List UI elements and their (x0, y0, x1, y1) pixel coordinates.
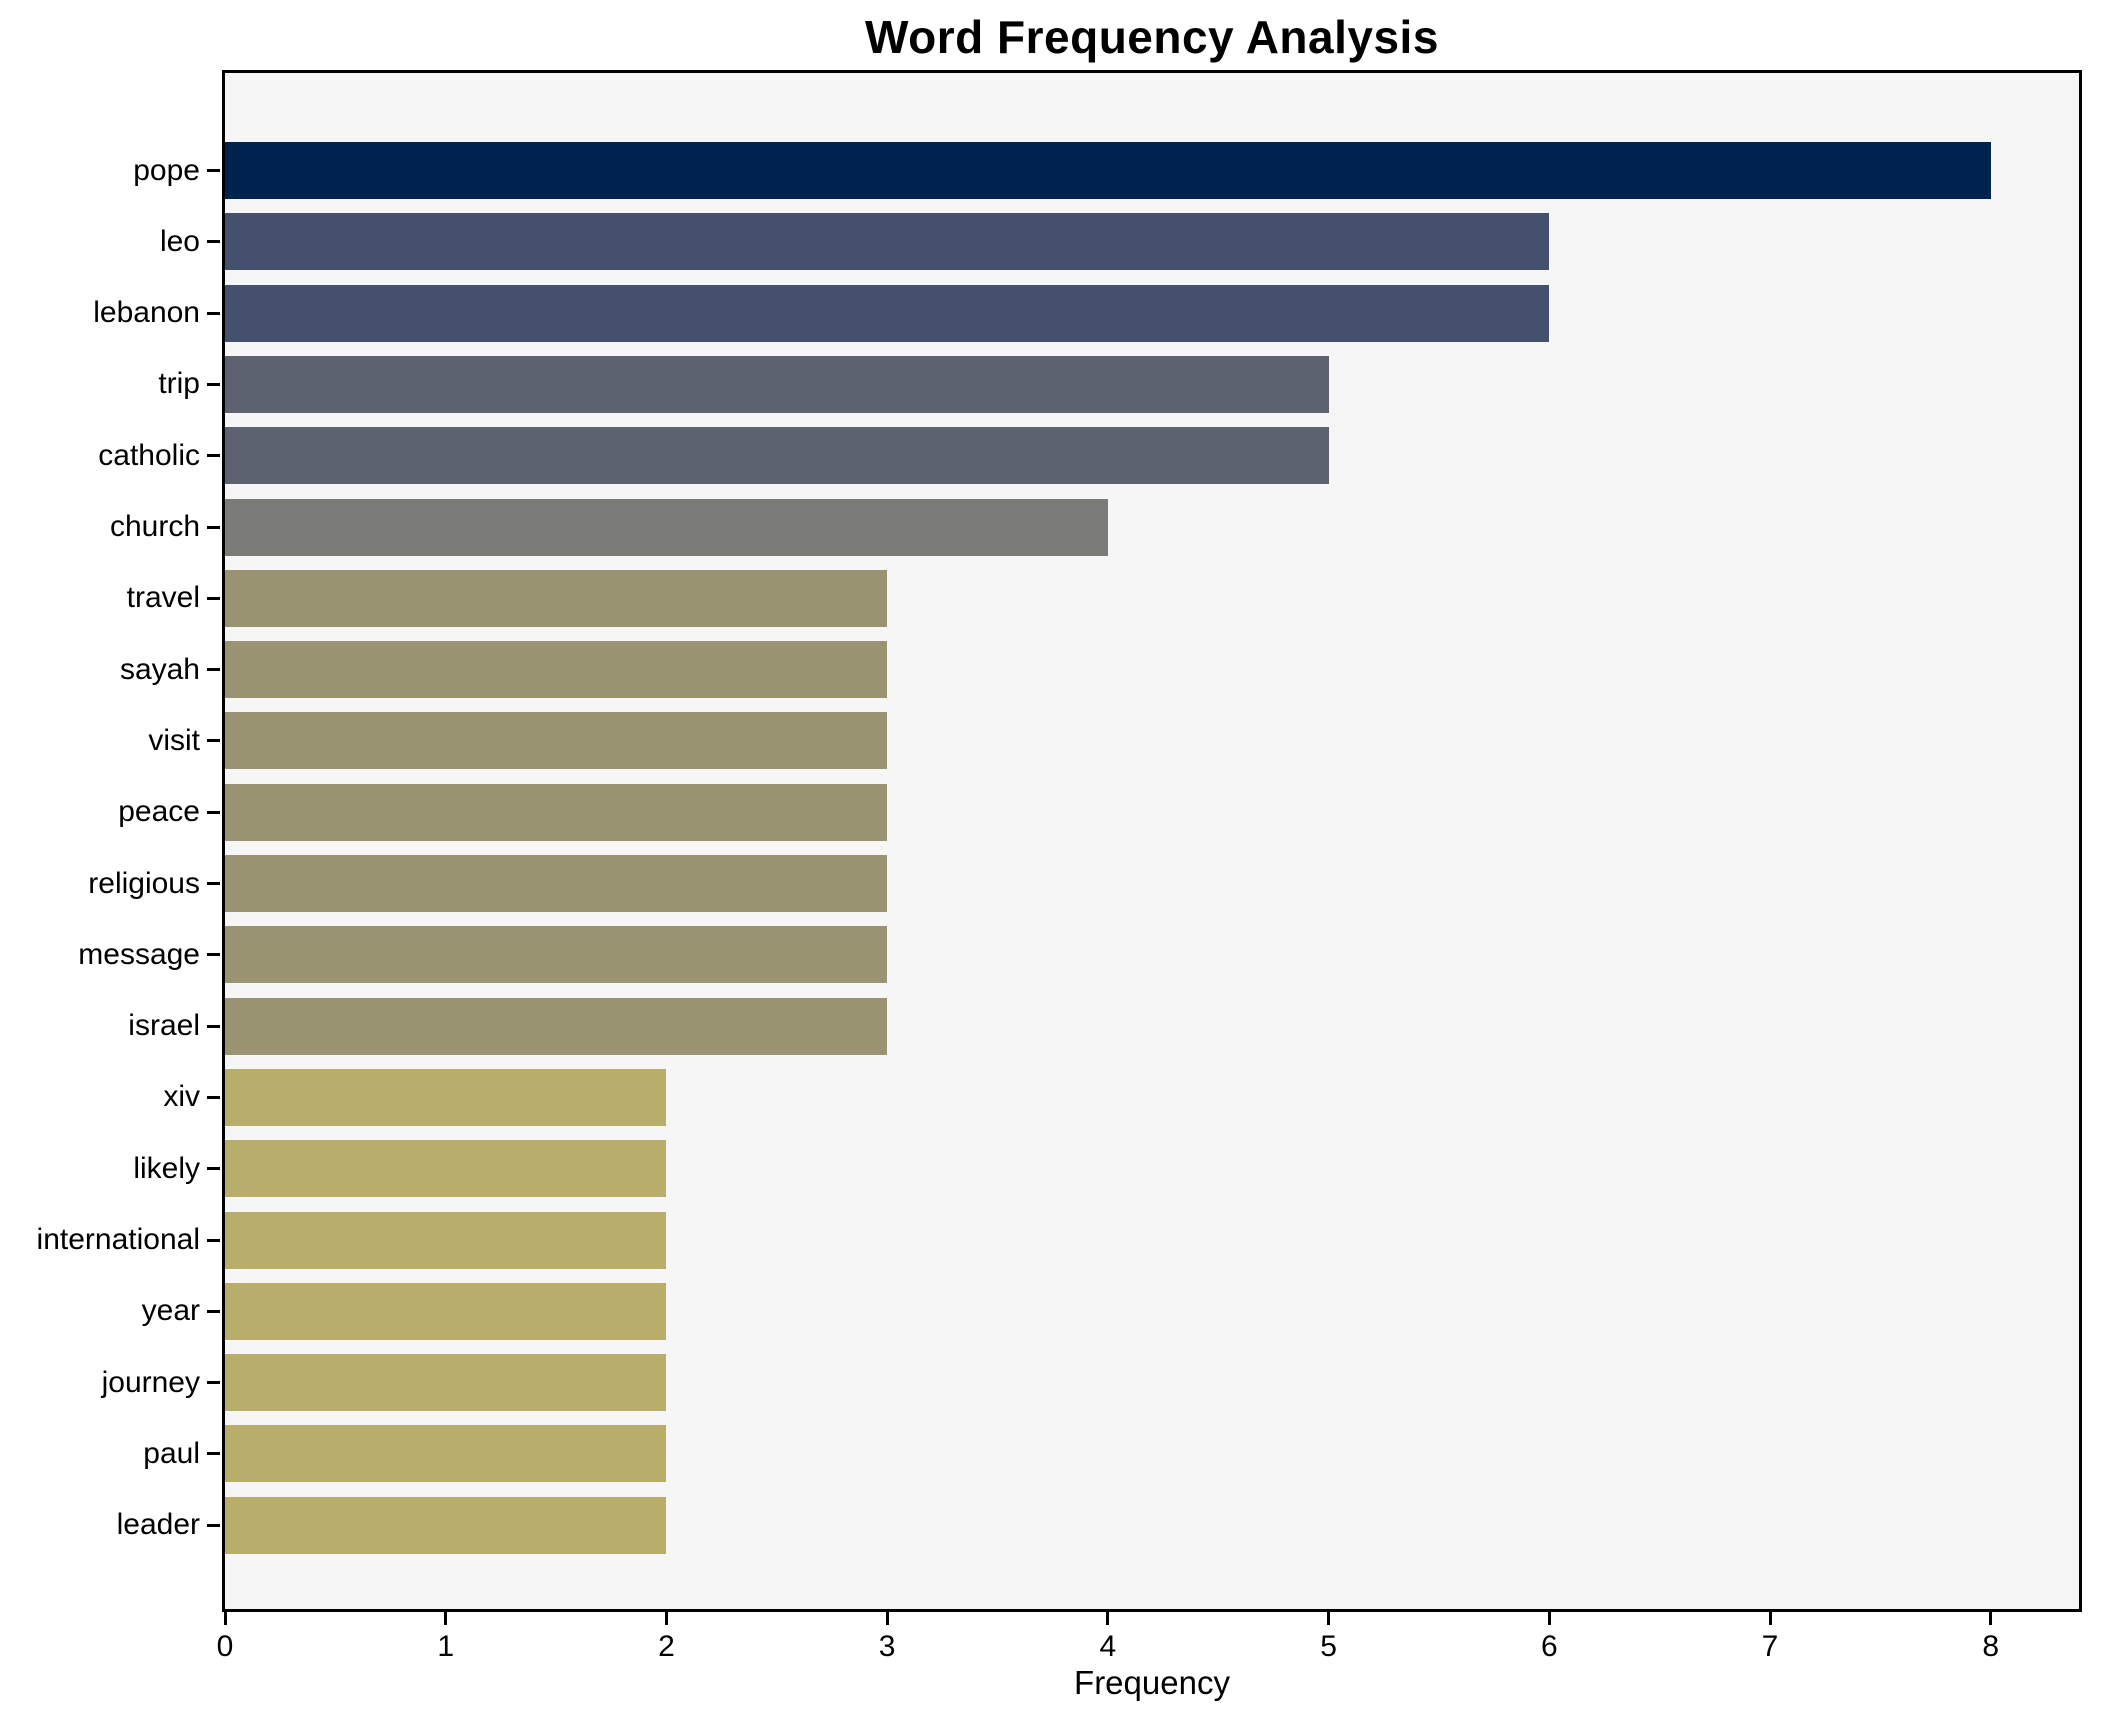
bar-leader (225, 1496, 667, 1554)
y-tick-label-xiv: xiv (163, 1080, 200, 1114)
y-tick-mark (207, 311, 220, 315)
x-tick-label-4: 4 (1099, 1630, 1117, 1663)
y-tick-label-peace: peace (118, 795, 200, 829)
y-tick-label-church: church (109, 510, 200, 543)
y-tick-label-pope: pope (133, 153, 200, 187)
x-tick-mark (444, 1612, 448, 1625)
bar-leo (225, 213, 1550, 271)
x-tick-mark (1768, 1612, 1772, 1625)
y-tick-label-paul: paul (143, 1436, 200, 1470)
y-tick-mark (207, 240, 220, 244)
y-tick-mark (207, 810, 220, 814)
y-tick-label-visit: visit (148, 723, 200, 757)
x-tick-label-3: 3 (878, 1630, 896, 1663)
y-tick-label-israel: israel (128, 1009, 200, 1043)
y-tick-label-lebanon: lebanon (93, 296, 200, 330)
bar-year (225, 1282, 667, 1340)
y-tick-label-journey: journey (101, 1365, 200, 1399)
y-tick-label-leader: leader (116, 1508, 200, 1542)
bar-church (225, 498, 1108, 556)
x-tick-mark (664, 1612, 668, 1625)
bar-trip (225, 355, 1329, 413)
y-tick-label-sayah: sayah (119, 652, 200, 686)
y-tick-mark (207, 1238, 220, 1242)
bar-likely (225, 1140, 667, 1198)
y-tick-mark (207, 1309, 220, 1313)
x-tick-label-6: 6 (1540, 1630, 1558, 1663)
x-tick-mark (223, 1612, 227, 1625)
bar-visit (225, 712, 888, 770)
bar-international (225, 1211, 667, 1269)
y-tick-mark (207, 668, 220, 672)
bar-message (225, 926, 888, 984)
bar-paul (225, 1425, 667, 1483)
bar-pope (225, 142, 1991, 199)
y-tick-mark (207, 454, 220, 458)
bar-religious (225, 855, 888, 912)
x-tick-mark (885, 1612, 889, 1625)
y-tick-label-religious: religious (88, 866, 200, 900)
y-tick-mark (207, 1523, 220, 1527)
y-tick-label-catholic: catholic (98, 438, 200, 472)
y-tick-mark (207, 882, 220, 885)
bars-layer (225, 73, 2079, 1609)
x-tick-label-1: 1 (437, 1630, 455, 1663)
y-tick-label-message: message (78, 937, 200, 971)
x-tick-mark (1327, 1612, 1331, 1625)
bar-xiv (225, 1068, 667, 1126)
bar-catholic (225, 427, 1329, 485)
x-tick-label-5: 5 (1320, 1630, 1337, 1663)
bar-lebanon (225, 284, 1550, 342)
chart-title: Word Frequency Analysis (865, 11, 1439, 63)
y-tick-mark (207, 1024, 220, 1028)
bar-sayah (225, 641, 888, 699)
y-tick-label-year: year (141, 1294, 200, 1328)
x-tick-label-2: 2 (658, 1630, 675, 1663)
y-tick-mark (207, 1095, 220, 1099)
y-tick-label-travel: travel (126, 581, 200, 615)
y-tick-mark (207, 596, 220, 600)
x-tick-label-7: 7 (1761, 1630, 1779, 1663)
plot-area: pope leo lebanon trip catholic church travel sa… (37, 70, 2082, 1663)
y-tick-label-likely: likely (133, 1151, 200, 1185)
y-tick-mark (207, 382, 220, 386)
y-tick-label-trip: trip (158, 367, 200, 401)
y-tick-mark (207, 1167, 220, 1171)
bar-peace (225, 783, 888, 841)
x-tick-mark (1106, 1612, 1110, 1625)
y-tick-mark (207, 1452, 220, 1456)
y-tick-mark (207, 739, 220, 743)
y-tick-mark (207, 525, 220, 529)
bar-travel (225, 569, 888, 627)
x-tick-label-8: 8 (1982, 1630, 2000, 1663)
x-tick-mark (1989, 1612, 1993, 1625)
x-tick-mark (1547, 1612, 1551, 1625)
y-tick-mark (207, 953, 220, 957)
y-tick-label-leo: leo (159, 224, 200, 258)
bar-israel (225, 997, 888, 1055)
x-tick-label-0: 0 (216, 1630, 234, 1663)
y-tick-mark (207, 169, 220, 172)
bar-journey (225, 1354, 667, 1412)
y-tick-mark (207, 1381, 220, 1385)
y-tick-label-international: international (36, 1223, 200, 1256)
x-axis-label: Frequency (1074, 1664, 1230, 1701)
